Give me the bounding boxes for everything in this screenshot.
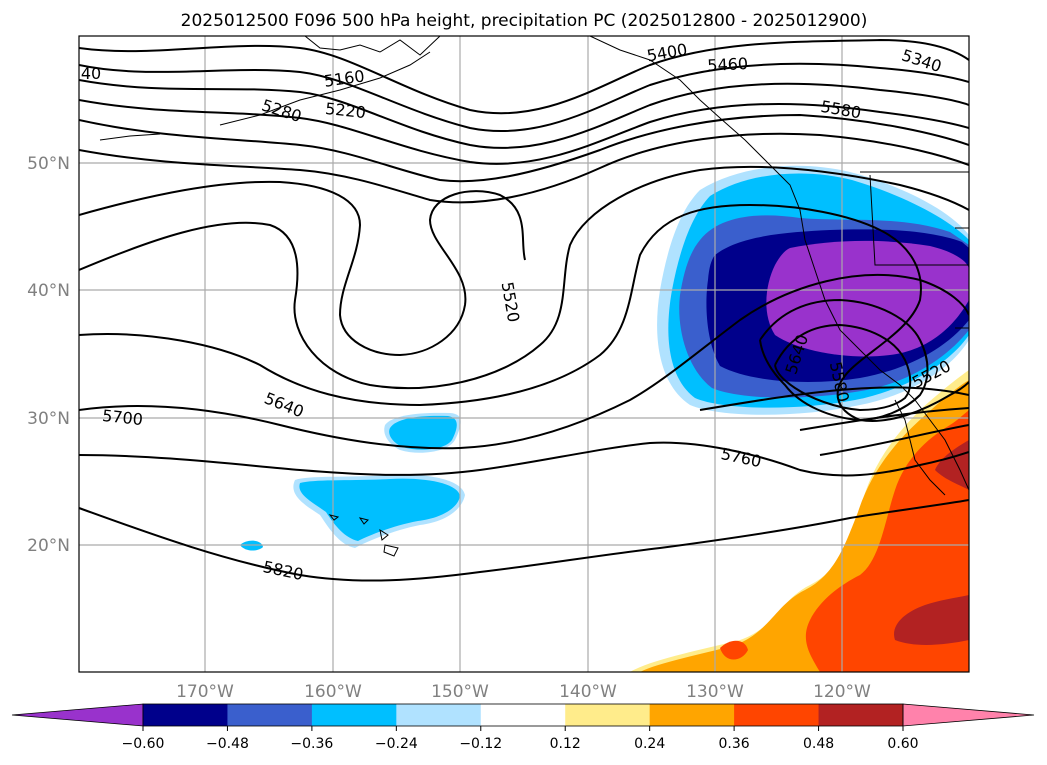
- hawaii-anomaly-patches: [240, 412, 465, 551]
- colorbar-swatch: [480, 704, 566, 726]
- colorbar-swatch: [227, 704, 313, 726]
- colorbar-extend-min: [11, 703, 144, 727]
- contour-labels: 5160 5220 5280 5340 5400 5460 5520 5580 …: [81, 40, 954, 584]
- longitude-labels: 170°W 160°W 150°W 140°W 130°W 120°W: [176, 682, 871, 702]
- lat-label: 20°N: [27, 536, 70, 556]
- colorbar-tick-label: −0.36: [290, 736, 333, 752]
- colorbar-tick-label: −0.48: [206, 736, 249, 752]
- contour-label: 5460: [707, 54, 749, 75]
- graticule: [79, 36, 969, 672]
- lon-label: 150°W: [431, 682, 489, 702]
- colorbar-swatch: [649, 704, 735, 726]
- contour-label: 5220: [324, 99, 366, 122]
- positive-anomaly-region: [630, 370, 969, 672]
- colorbar-tick-label: 0.12: [550, 736, 581, 752]
- colorbar-extend-max: [902, 703, 1035, 727]
- colorbar-swatch: [734, 704, 820, 726]
- colorbar-tick-label: 0.60: [887, 736, 918, 752]
- lat-label: 40°N: [27, 281, 70, 301]
- map-frame: [78, 35, 970, 673]
- colorbar-tick-label: −0.24: [375, 736, 418, 752]
- lon-label: 160°W: [304, 682, 362, 702]
- latitude-labels: 20°N 30°N 40°N 50°N: [27, 154, 70, 556]
- map-area: [79, 36, 969, 672]
- colorbar-swatch: [818, 704, 904, 726]
- lon-label: 130°W: [686, 682, 744, 702]
- height-contours: [79, 38, 969, 582]
- colorbar-swatch: [396, 704, 482, 726]
- colorbar-swatch: [311, 704, 397, 726]
- lat-label: 50°N: [27, 154, 70, 174]
- lat-label: 30°N: [27, 409, 70, 429]
- colorbar-outline: [142, 703, 904, 727]
- colorbar-tick-label: 0.36: [719, 736, 750, 752]
- colorbar-tick-label: −0.12: [459, 736, 502, 752]
- colorbar-swatch: [143, 704, 228, 726]
- colorbar-tick-label: −0.60: [122, 736, 165, 752]
- lon-label: 140°W: [559, 682, 617, 702]
- map-title: 2025012500 F096 500 hPa height, precipit…: [181, 11, 868, 31]
- colorbar-tick-label: 0.24: [634, 736, 665, 752]
- lon-label: 170°W: [176, 682, 234, 702]
- lon-label: 120°W: [813, 682, 871, 702]
- colorbar-swatch: [565, 704, 651, 726]
- contour-label: 40: [81, 64, 101, 83]
- colorbar-tick-label: 0.48: [803, 736, 834, 752]
- colorbar: −0.60 −0.48 −0.36 −0.24 −0.12 0.12 0.24 0.36 0.4…: [11, 703, 1035, 752]
- contour-label: 5700: [101, 406, 143, 429]
